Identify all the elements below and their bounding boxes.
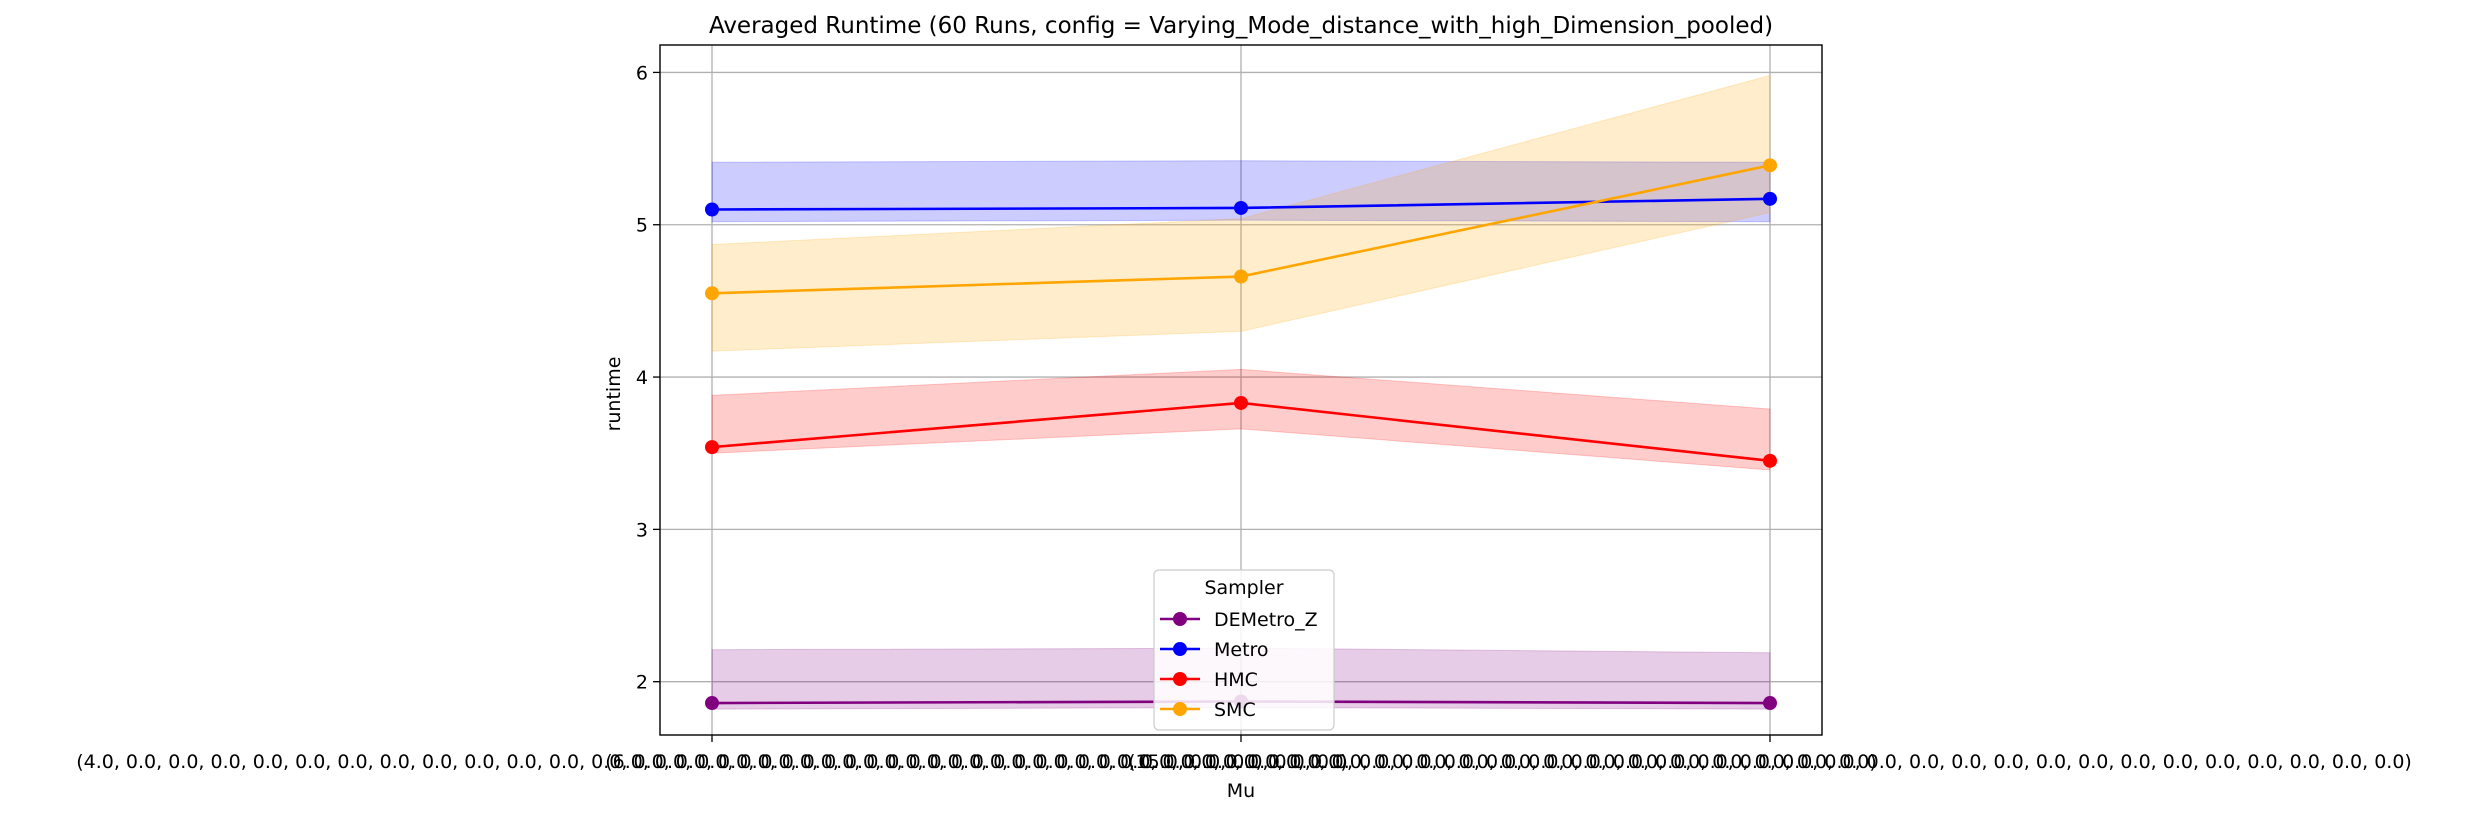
- x-tick-label: (4.0, 0.0, 0.0, 0.0, 0.0, 0.0, 0.0, 0.0,…: [76, 751, 1348, 773]
- point-hmc: [1763, 453, 1777, 468]
- point-metro: [1763, 191, 1777, 206]
- point-hmc: [1234, 395, 1248, 410]
- legend-marker-hmc: [1173, 672, 1187, 686]
- point-demetro_z: [1763, 696, 1777, 711]
- x-axis-ticks: (4.0, 0.0, 0.0, 0.0, 0.0, 0.0, 0.0, 0.0,…: [76, 735, 2412, 773]
- point-metro: [705, 202, 719, 217]
- band-metro: [711, 160, 1771, 223]
- band-smc: [711, 74, 1771, 352]
- y-tick-label: 2: [636, 672, 648, 694]
- legend: Sampler DEMetro_Z Metro HMC SMC: [1153, 569, 1335, 731]
- y-axis-label: runtime: [603, 357, 625, 432]
- y-tick-label: 4: [636, 367, 648, 389]
- point-demetro_z: [705, 696, 719, 711]
- y-tick-label: 6: [636, 62, 648, 84]
- point-smc: [705, 286, 719, 301]
- grid-lines: [660, 45, 1822, 735]
- legend-marker-smc: [1173, 702, 1187, 716]
- chart-title: Averaged Runtime (60 Runs, config = Vary…: [709, 13, 1773, 39]
- point-smc: [1763, 158, 1777, 173]
- confidence-bands: [711, 74, 1771, 710]
- legend-label-smc: SMC: [1214, 699, 1256, 721]
- y-tick-label: 3: [636, 519, 648, 541]
- legend-title: Sampler: [1204, 577, 1283, 599]
- x-axis-label: Mu: [1227, 780, 1255, 802]
- legend-marker-metro: [1173, 642, 1187, 656]
- x-tick-label: (6.0, 0.0, 0.0, 0.0, 0.0, 0.0, 0.0, 0.0,…: [605, 751, 1877, 773]
- legend-label-metro: Metro: [1214, 639, 1269, 661]
- point-metro: [1234, 200, 1248, 215]
- point-hmc: [705, 440, 719, 455]
- point-smc: [1234, 269, 1248, 284]
- y-tick-label: 5: [636, 215, 648, 237]
- legend-marker-demetro_z: [1173, 612, 1187, 626]
- legend-label-demetro_z: DEMetro_Z: [1214, 609, 1318, 631]
- y-axis-ticks: 2 3 4 5 6: [636, 62, 660, 694]
- legend-label-hmc: HMC: [1214, 669, 1258, 691]
- x-tick-label: (15.0, 0.0, 0.0, 0.0, 0.0, 0.0, 0.0, 0.0…: [1128, 751, 2412, 773]
- legend-box: [1153, 569, 1335, 731]
